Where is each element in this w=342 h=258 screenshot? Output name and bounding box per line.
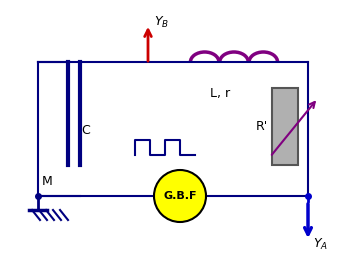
Bar: [272, 88, 298, 165]
Text: G.B.F: G.B.F: [163, 191, 197, 201]
Text: M: M: [42, 175, 53, 188]
Text: L, r: L, r: [210, 87, 230, 101]
Text: R': R': [256, 120, 268, 133]
Text: $Y_{A}$: $Y_{A}$: [313, 236, 328, 252]
Circle shape: [154, 170, 206, 222]
Text: C: C: [82, 124, 90, 136]
Text: $Y_{B}$: $Y_{B}$: [154, 14, 169, 30]
